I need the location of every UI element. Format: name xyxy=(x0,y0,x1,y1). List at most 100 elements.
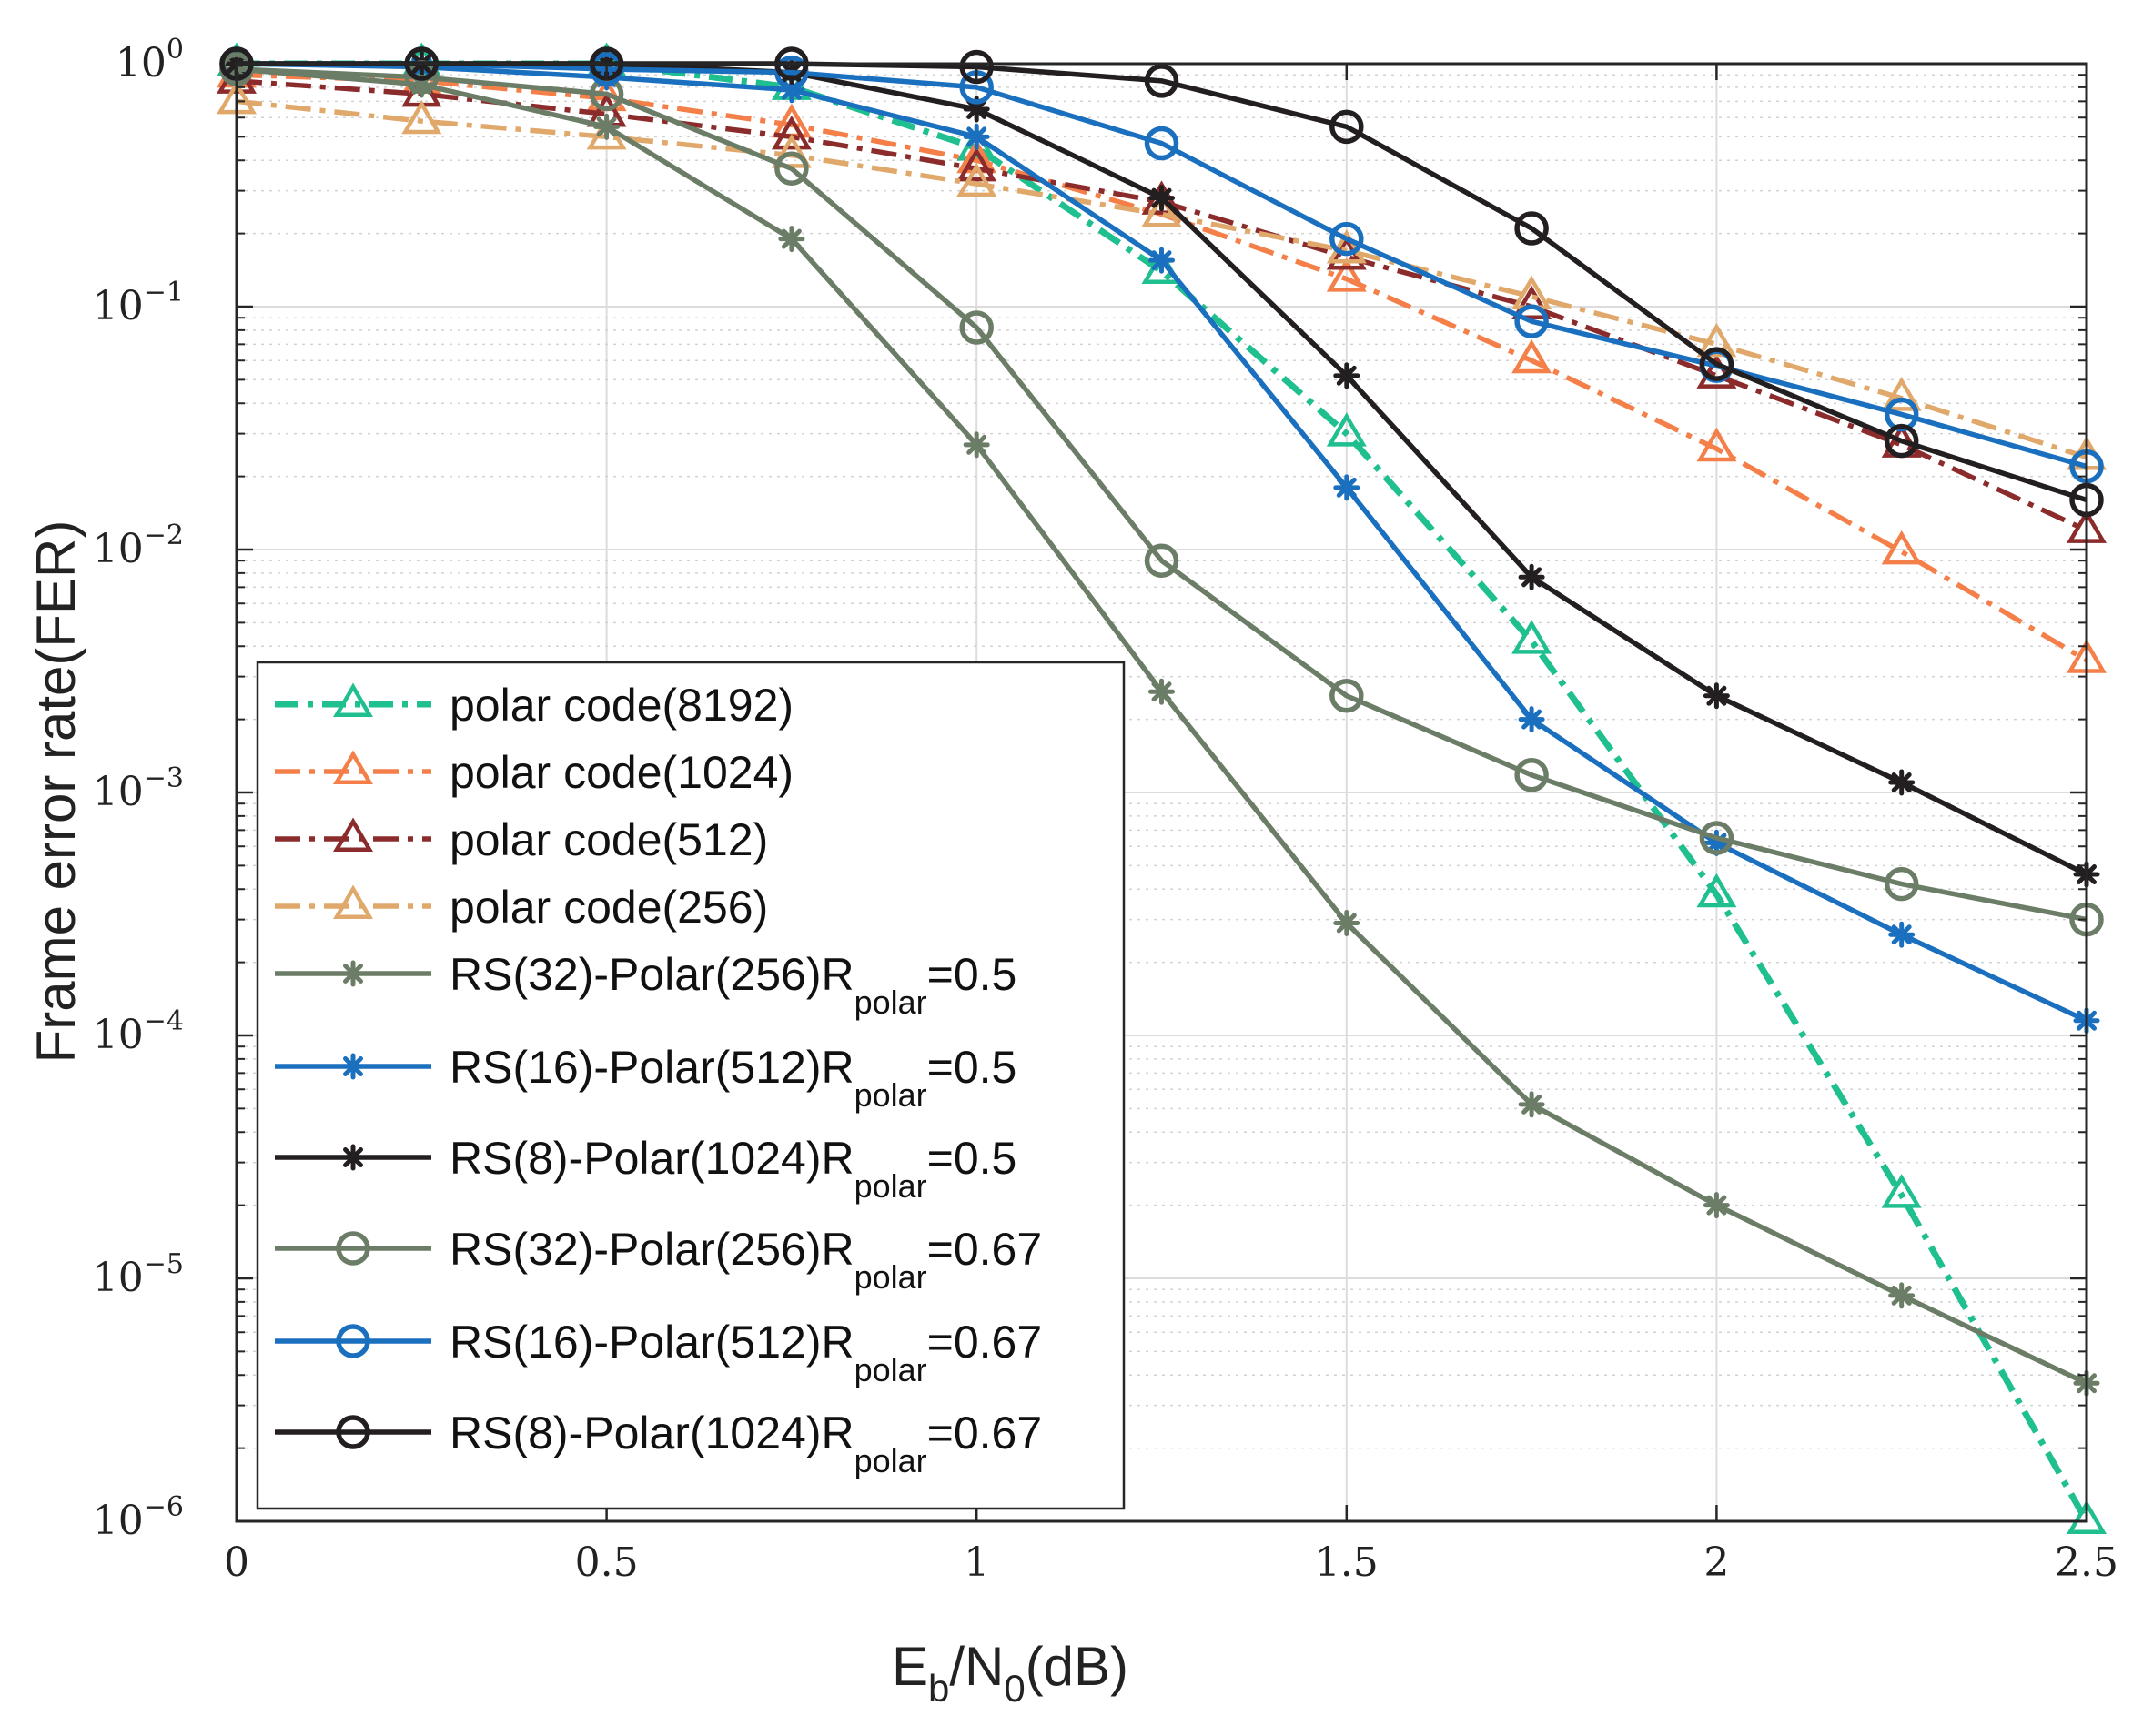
data-point xyxy=(1144,543,1179,578)
data-point xyxy=(1888,1282,1916,1309)
y-tick-base: 10 xyxy=(116,40,167,86)
data-point xyxy=(963,96,990,123)
data-point xyxy=(959,310,994,345)
data-point xyxy=(1514,758,1549,792)
legend-label: polar code(256) xyxy=(450,882,768,933)
data-point xyxy=(1144,126,1179,161)
legend-entry: polar code(512) xyxy=(275,814,768,865)
x-axis-title: Eb/N0(dB) xyxy=(892,1636,1128,1710)
y-tick-base: 10 xyxy=(93,1012,144,1058)
legend-marker xyxy=(336,1231,370,1266)
data-point xyxy=(959,49,994,85)
legend-label-tail: =0.67 xyxy=(927,1408,1043,1458)
legend-label-main: polar code(512) xyxy=(450,814,768,865)
legend-label: RS(32)-Polar(256)Rpolar=0.67 xyxy=(450,1224,1042,1296)
data-point xyxy=(1696,427,1737,462)
data-point xyxy=(1333,362,1360,389)
y-tick-label: 100 xyxy=(116,34,184,86)
data-point xyxy=(1326,412,1367,447)
y-tick-label: 10−5 xyxy=(93,1248,184,1301)
y-tick-label: 10−6 xyxy=(93,1491,184,1544)
data-point xyxy=(1514,211,1549,246)
legend-label-main: RS(8)-Polar(1024)R xyxy=(450,1133,854,1184)
legend-marker xyxy=(339,960,367,987)
legend-label-tail: =0.5 xyxy=(927,1133,1017,1184)
data-point xyxy=(1888,769,1916,796)
data-point xyxy=(1514,304,1549,338)
x-axis-title-sub1: b xyxy=(928,1667,949,1710)
legend-label-sub: polar xyxy=(854,984,927,1021)
series-line xyxy=(237,60,2090,1523)
data-point xyxy=(1881,377,1922,411)
data-point xyxy=(774,151,809,187)
series-7 xyxy=(219,52,2104,937)
legend-label-main: RS(8)-Polar(1024)R xyxy=(450,1408,854,1458)
data-point xyxy=(593,113,621,140)
data-point xyxy=(1511,285,1552,320)
x-tick-label: 1.5 xyxy=(1315,1539,1379,1586)
legend-entry: polar code(8192) xyxy=(275,680,794,731)
y-tick-exponent: −3 xyxy=(144,762,184,794)
x-tick-label: 2 xyxy=(1703,1539,1729,1586)
y-tick-base: 10 xyxy=(93,1255,144,1301)
data-point xyxy=(1148,185,1175,212)
data-point xyxy=(1326,229,1367,264)
y-tick-base: 10 xyxy=(93,283,144,329)
data-point xyxy=(1888,921,1916,948)
legend-label: polar code(8192) xyxy=(450,680,794,731)
x-axis-title-tail: (dB) xyxy=(1026,1636,1128,1697)
legend-entry: RS(8)-Polar(1024)Rpolar=0.5 xyxy=(275,1133,1016,1205)
x-axis-title-mid: /N xyxy=(949,1636,1004,1697)
legend-label-sub: polar xyxy=(854,1258,927,1296)
x-tick-label: 1 xyxy=(964,1539,989,1586)
data-point xyxy=(1148,678,1175,705)
y-tick-label: 10−2 xyxy=(93,520,184,572)
series-line xyxy=(236,66,2087,923)
legend-marker xyxy=(339,1144,367,1171)
legend-label-sub: polar xyxy=(854,1442,927,1479)
data-point xyxy=(1884,397,1919,432)
legend-entry: polar code(256) xyxy=(275,882,768,933)
legend-label-main: RS(16)-Polar(512)R xyxy=(450,1042,854,1093)
data-point xyxy=(1881,1174,1922,1208)
legend-label-main: RS(16)-Polar(512)R xyxy=(450,1317,854,1368)
data-point xyxy=(1144,64,1179,98)
y-tick-exponent: −6 xyxy=(144,1491,184,1523)
y-tick-exponent: −4 xyxy=(144,1005,184,1037)
data-point xyxy=(401,99,442,135)
grid xyxy=(236,63,2087,1522)
series-line xyxy=(236,98,2087,460)
y-tick-exponent: −5 xyxy=(144,1248,184,1280)
legend: polar code(8192) polar code(1024) polar co… xyxy=(256,661,1126,1510)
data-point xyxy=(1333,910,1360,937)
data-point xyxy=(1696,354,1737,389)
data-point xyxy=(1699,821,1734,855)
data-point xyxy=(1518,1091,1545,1118)
legend-label-tail: =0.67 xyxy=(927,1224,1043,1275)
series-5 xyxy=(223,50,2100,1035)
legend-label: RS(16)-Polar(512)Rpolar=0.67 xyxy=(450,1317,1042,1388)
legend-label: RS(8)-Polar(1024)Rpolar=0.5 xyxy=(450,1133,1016,1205)
y-tick-label: 10−1 xyxy=(93,277,184,329)
tick-marks xyxy=(235,62,2088,1523)
legend-entry: RS(16)-Polar(512)Rpolar=0.67 xyxy=(275,1317,1042,1388)
data-point xyxy=(1703,682,1730,710)
legend-label: RS(32)-Polar(256)Rpolar=0.5 xyxy=(450,949,1016,1021)
legend-label: RS(16)-Polar(512)Rpolar=0.5 xyxy=(450,1042,1016,1114)
data-point xyxy=(963,123,990,150)
series-line xyxy=(237,61,2087,469)
legend-label-sub: polar xyxy=(854,1167,927,1205)
data-point xyxy=(1511,338,1552,374)
y-tick-label: 10−3 xyxy=(93,762,184,815)
legend-label-sub: polar xyxy=(854,1351,927,1388)
data-point xyxy=(1333,474,1360,501)
data-point xyxy=(2067,1499,2107,1535)
data-point xyxy=(1703,1192,1730,1219)
legend-marker xyxy=(333,682,373,718)
legend-label-main: RS(32)-Polar(256)R xyxy=(450,1224,854,1275)
data-point xyxy=(1141,193,1182,227)
data-point xyxy=(963,431,990,459)
data-point xyxy=(1696,322,1737,358)
